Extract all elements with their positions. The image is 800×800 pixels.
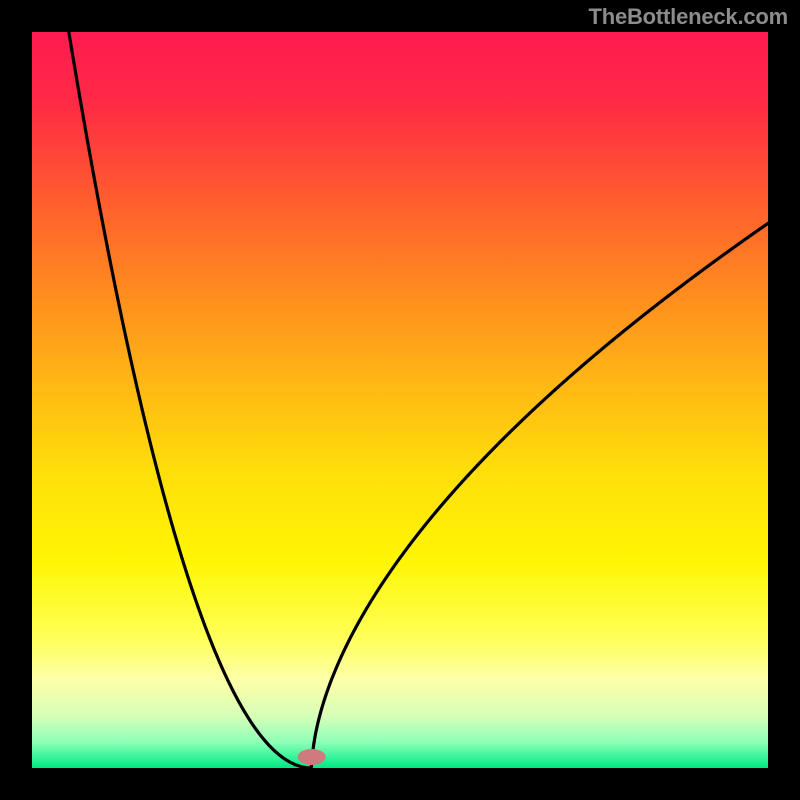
chart-svg — [0, 0, 800, 800]
gradient-background — [32, 32, 768, 768]
watermark-text: TheBottleneck.com — [588, 4, 788, 30]
optimum-marker — [298, 749, 326, 765]
chart-frame: TheBottleneck.com — [0, 0, 800, 800]
